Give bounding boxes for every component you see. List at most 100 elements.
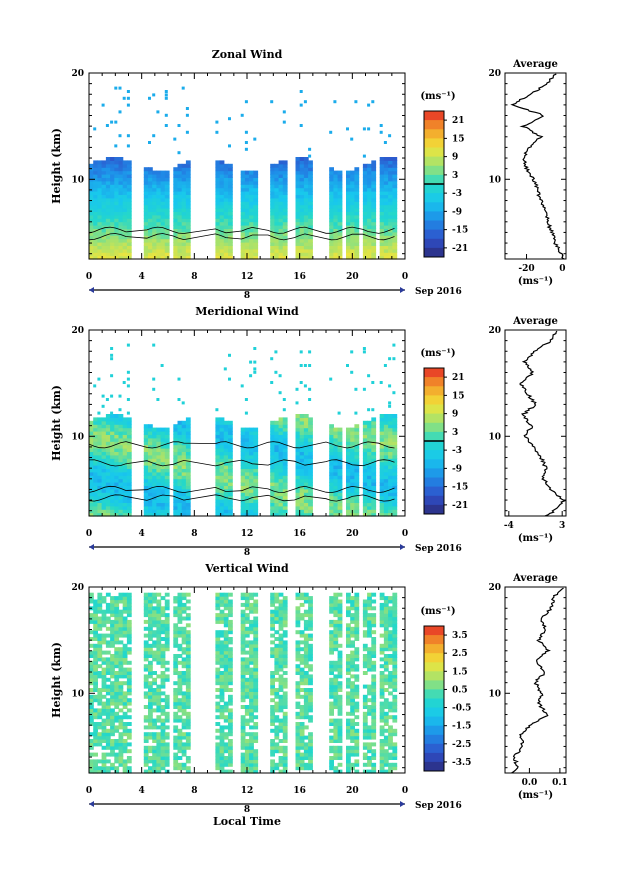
heatmap-cell (362, 127, 366, 131)
heatmap-cell (114, 448, 120, 452)
heatmap-cell (105, 458, 111, 463)
heatmap-cell (333, 606, 339, 611)
heatmap-cell (110, 434, 115, 439)
heatmap-cell (308, 187, 313, 192)
heatmap-cell (101, 711, 107, 716)
heatmap-cell (160, 468, 166, 473)
heatmap-cell (173, 739, 179, 743)
heatmap-cell (383, 170, 389, 175)
heatmap-cell (126, 468, 132, 473)
heatmap-cell (114, 465, 120, 469)
heatmap-cell (219, 715, 225, 720)
heatmap-cell (185, 228, 191, 233)
heatmap-cell (93, 471, 98, 476)
heatmap-cell (156, 451, 162, 456)
heatmap-cell (156, 650, 162, 655)
heatmap-cell (156, 762, 162, 767)
heatmap-cell (337, 231, 343, 236)
heatmap-cell (215, 759, 221, 764)
heatmap-cell (278, 647, 284, 652)
heatmap-cell (215, 184, 221, 189)
heatmap-cell (105, 221, 111, 226)
heatmap-cell (148, 613, 153, 618)
heatmap-cell (249, 677, 254, 682)
heatmap-cell (114, 718, 120, 723)
heatmap-cell (388, 404, 392, 408)
heatmap-cell (215, 499, 221, 503)
heatmap-cell (105, 492, 111, 497)
heatmap-cell (105, 248, 111, 253)
heatmap-cell (156, 197, 162, 202)
heatmap-cell (143, 478, 149, 483)
heatmap-cell (105, 441, 111, 446)
heatmap-cell (89, 482, 94, 486)
heatmap-cell (93, 681, 98, 686)
heatmap-cell (270, 681, 275, 686)
heatmap-cell (164, 482, 170, 486)
heatmap-cell (295, 647, 301, 652)
heatmap-cell (274, 609, 280, 614)
heatmap-cell (240, 454, 246, 459)
heatmap-cell (367, 458, 372, 463)
heatmap-cell (270, 602, 275, 607)
heatmap-cell (346, 637, 351, 641)
heatmap-cell (379, 231, 385, 236)
heatmap-cell (114, 437, 120, 442)
heatmap-cell (278, 475, 284, 480)
heatmap-cell (97, 174, 103, 178)
heatmap-cell (274, 434, 280, 439)
heatmap-cell (240, 187, 246, 192)
heatmap-cell (228, 654, 233, 658)
heatmap-cell (110, 475, 115, 480)
heatmap-cell (371, 444, 377, 449)
heatmap-cell (295, 650, 301, 655)
heatmap-cell (299, 242, 305, 246)
heatmap-cell (173, 204, 179, 209)
heatmap-cell (282, 245, 288, 250)
heatmap-cell (299, 488, 305, 493)
heatmap-cell (181, 502, 187, 507)
heatmap-cell (101, 454, 107, 459)
heatmap-cell (223, 688, 229, 692)
heatmap-cell (114, 225, 120, 229)
heatmap-cell (244, 762, 250, 767)
heatmap-cell (97, 238, 103, 243)
heatmap-cell (105, 238, 111, 243)
heatmap-cell (114, 705, 120, 709)
heatmap-cell (303, 660, 309, 665)
heatmap-cell (240, 478, 246, 483)
heatmap-cell (97, 499, 103, 503)
heatmap-cell (282, 671, 288, 675)
heatmap-cell (308, 762, 313, 767)
heatmap-cell (350, 492, 355, 497)
heatmap-cell (295, 434, 301, 439)
heatmap-cell (333, 512, 339, 517)
heatmap-cell (126, 602, 132, 607)
heatmap-cell (379, 482, 385, 486)
heatmap-cell (143, 769, 149, 774)
heatmap-cell (278, 252, 284, 257)
heatmap-cell (185, 633, 191, 638)
heatmap-cell (383, 448, 389, 452)
heatmap-cell (392, 478, 398, 483)
heatmap-cell (299, 238, 305, 243)
heatmap-cell (303, 100, 307, 104)
heatmap-cell (282, 657, 288, 662)
heatmap-cell (152, 180, 157, 185)
heatmap-cell (118, 157, 124, 161)
heatmap-cell (223, 640, 229, 645)
heatmap-cell (282, 252, 288, 257)
heatmap-cell (156, 715, 162, 720)
heatmap-cell (274, 201, 280, 206)
heatmap-cell (143, 512, 149, 517)
heatmap-cell (274, 749, 280, 754)
heatmap-cell (354, 475, 360, 480)
heatmap-cell (219, 437, 225, 442)
heatmap-cell (173, 728, 179, 733)
heatmap-cell (152, 654, 157, 658)
heatmap-cell (383, 214, 389, 219)
heatmap-cell (185, 616, 191, 621)
heatmap-cell (337, 735, 343, 740)
heatmap-cell (181, 235, 187, 240)
heatmap-cell (97, 458, 103, 463)
